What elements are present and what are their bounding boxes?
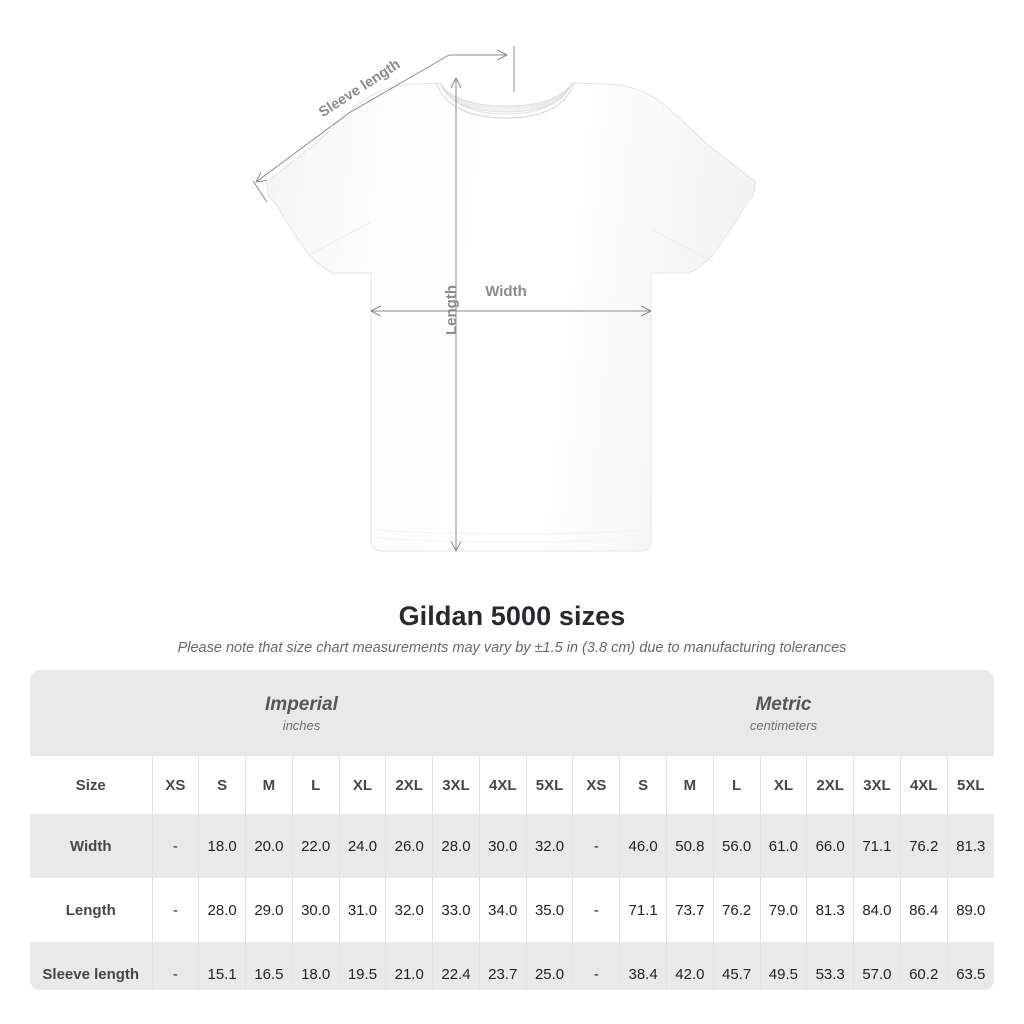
- svg-text:Length: Length: [443, 285, 460, 335]
- svg-text:Width: Width: [485, 283, 527, 300]
